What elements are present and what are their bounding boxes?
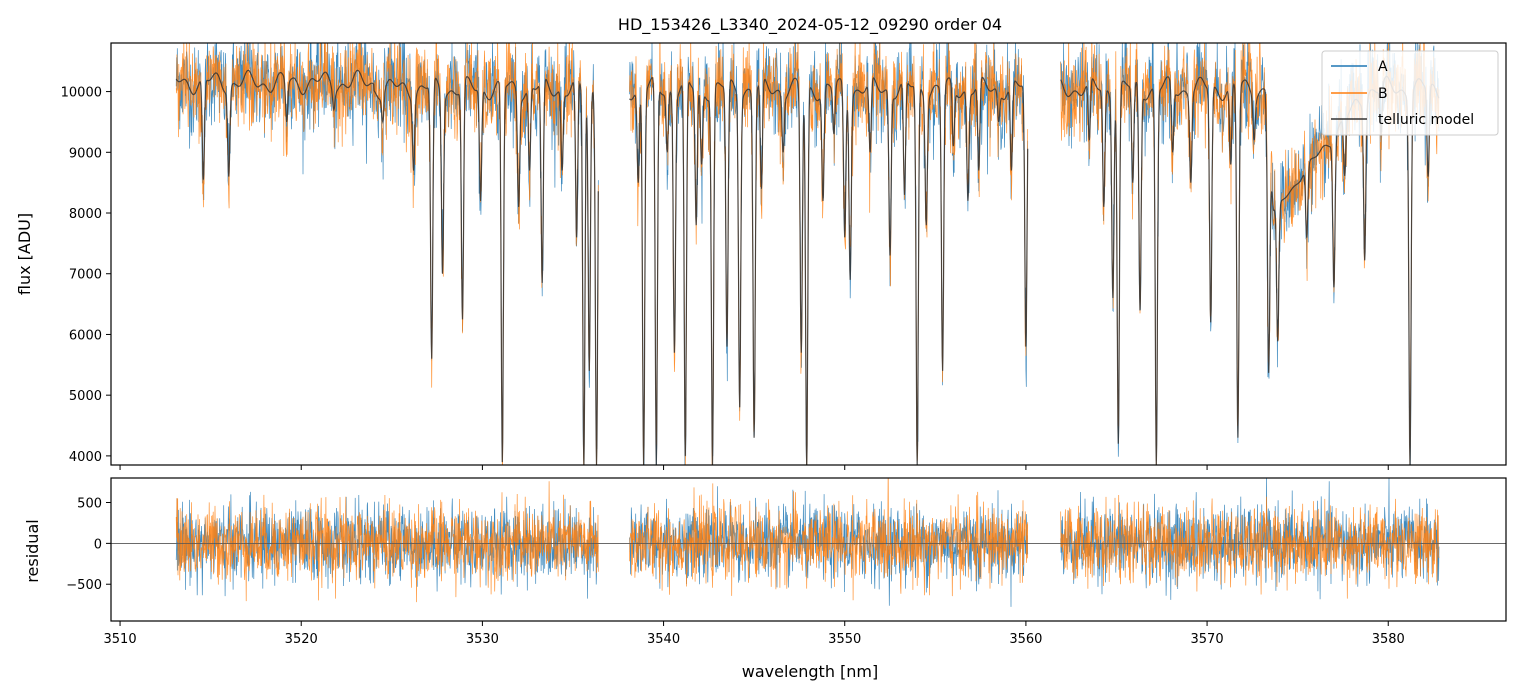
flux-y-tick-label: 10000 xyxy=(61,86,102,101)
residual-y-tick-label: 500 xyxy=(77,497,102,512)
residual-panel: −500 0 500 3510 3520 3530 3540 3550 3560 3570 358… xyxy=(23,477,1507,681)
residual-axes-frame xyxy=(110,477,1507,622)
x-tick-label: 3580 xyxy=(1372,632,1405,647)
x-tick-label: 3520 xyxy=(285,632,318,647)
residual-y-tick-label: 0 xyxy=(94,537,102,552)
legend-label-a: A xyxy=(1378,59,1388,75)
residual-y-axis-label: residual xyxy=(23,519,42,582)
flux-y-tick-label: 6000 xyxy=(69,328,102,343)
residual-series-b xyxy=(175,478,1440,603)
flux-y-tick-label: 8000 xyxy=(69,207,102,222)
flux-y-tick-label: 4000 xyxy=(69,450,102,465)
legend-label-b: B xyxy=(1378,86,1388,102)
flux-panel: 4000 5000 6000 7000 8000 9000 10000 flux [ADU] xyxy=(15,42,1507,470)
chart-title: HD_153426_L3340_2024-05-12_09290 order 0… xyxy=(618,15,1002,35)
x-tick-label: 3510 xyxy=(104,632,137,647)
x-tick-label: 3570 xyxy=(1191,632,1224,647)
legend-label-telluric: telluric model xyxy=(1378,112,1474,128)
flux-y-axis-label: flux [ADU] xyxy=(15,213,34,295)
legend: A B telluric model xyxy=(1321,50,1499,136)
x-tick-label: 3550 xyxy=(828,632,861,647)
flux-y-tick-label: 7000 xyxy=(69,268,102,283)
residual-y-tick-label: −500 xyxy=(66,578,102,593)
x-axis-label: wavelength [nm] xyxy=(742,662,879,681)
x-tick-label: 3530 xyxy=(466,632,499,647)
flux-y-tick-label: 5000 xyxy=(69,389,102,404)
x-tick-label: 3540 xyxy=(647,632,680,647)
flux-y-tick-label: 9000 xyxy=(69,146,102,161)
flux-axes-frame xyxy=(110,42,1507,466)
x-tick-label: 3560 xyxy=(1009,632,1042,647)
